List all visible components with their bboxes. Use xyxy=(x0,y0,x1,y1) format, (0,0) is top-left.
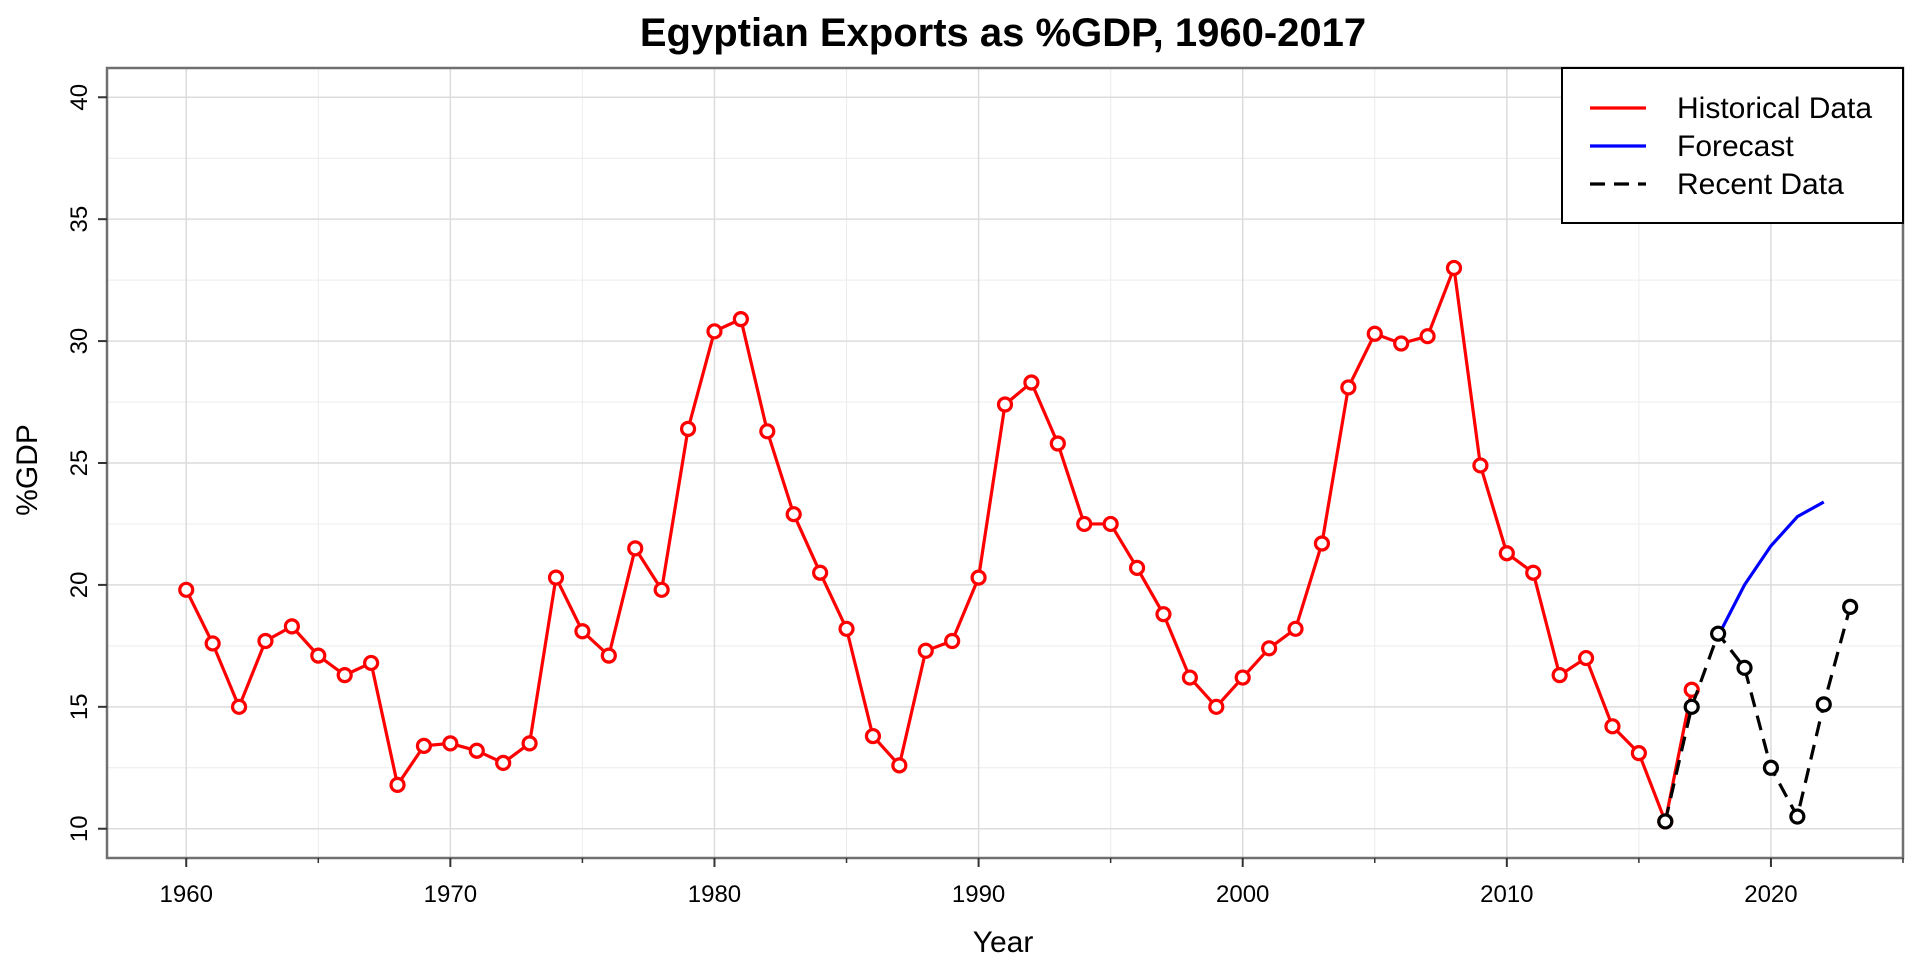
series-layer xyxy=(178,259,1859,830)
data-point xyxy=(495,754,512,772)
axes: 1960 1970 1980 1990 2000 2010 2020 10 15 20 25 30 35… xyxy=(66,84,1904,908)
data-point xyxy=(1683,681,1700,698)
data-point xyxy=(1762,759,1780,776)
data-point xyxy=(283,618,300,635)
data-point xyxy=(1128,559,1146,576)
data-point xyxy=(1445,259,1463,277)
x-tick-label: 1970 xyxy=(424,881,477,908)
data-point xyxy=(1815,696,1832,713)
data-point xyxy=(1525,564,1542,581)
x-tick-label: 1980 xyxy=(688,881,741,908)
x-tick-label: 1960 xyxy=(160,881,213,908)
y-axis-label: %GDP xyxy=(11,424,44,516)
legend-label: Forecast xyxy=(1677,130,1794,163)
data-point xyxy=(759,423,776,440)
series-line-forecast xyxy=(1716,500,1825,637)
data-point xyxy=(1340,379,1357,396)
y-tick-label: 15 xyxy=(66,693,93,720)
series-line-historical-data xyxy=(184,266,1694,824)
x-tick-label: 2000 xyxy=(1216,881,1269,908)
data-point xyxy=(970,569,987,586)
legend: Historical Data Forecast Recent Data xyxy=(1561,67,1904,224)
x-tick-label: 2010 xyxy=(1480,881,1533,908)
data-point xyxy=(1498,545,1515,562)
data-point xyxy=(1261,640,1278,657)
data-point xyxy=(1393,335,1410,352)
data-point xyxy=(679,420,697,437)
y-tick-label: 20 xyxy=(66,572,93,599)
data-point xyxy=(1842,598,1859,615)
data-point xyxy=(468,742,485,759)
legend-label: Recent Data xyxy=(1677,168,1844,201)
data-point xyxy=(442,735,459,752)
data-point xyxy=(521,735,538,752)
y-tick-label: 25 xyxy=(66,450,93,477)
data-point xyxy=(178,581,195,598)
data-point xyxy=(547,569,565,586)
data-point xyxy=(230,698,248,715)
y-tick-label: 30 xyxy=(66,328,93,355)
y-tick-label: 35 xyxy=(66,206,93,233)
data-point xyxy=(706,323,723,340)
data-point xyxy=(363,654,380,672)
x-axis-label: Year xyxy=(973,926,1034,959)
chart-title: Egyptian Exports as %GDP, 1960-2017 xyxy=(640,11,1366,55)
data-point xyxy=(1366,325,1383,342)
data-point xyxy=(1287,620,1304,637)
data-point xyxy=(1181,669,1198,686)
data-point xyxy=(415,737,433,754)
data-point xyxy=(1710,625,1727,642)
data-point xyxy=(1604,718,1621,735)
data-point xyxy=(1736,659,1753,676)
y-tick-label: 10 xyxy=(66,815,93,842)
data-point xyxy=(653,581,670,598)
data-point xyxy=(812,564,829,581)
data-point xyxy=(627,540,644,557)
y-tick-label: 40 xyxy=(66,84,93,111)
data-point xyxy=(204,635,221,652)
data-point xyxy=(1577,649,1595,667)
data-point xyxy=(1789,808,1806,825)
series-line-recent-data xyxy=(1663,606,1852,822)
data-point xyxy=(1076,515,1093,533)
data-point xyxy=(389,776,406,793)
data-point xyxy=(1234,669,1251,686)
data-point xyxy=(1657,813,1674,830)
data-point xyxy=(944,632,961,650)
data-point xyxy=(1419,328,1436,345)
data-point xyxy=(310,647,327,664)
data-point xyxy=(1472,457,1489,474)
data-point xyxy=(1102,515,1119,533)
data-point xyxy=(1551,667,1568,684)
data-point xyxy=(1049,435,1066,452)
data-point xyxy=(336,667,353,684)
data-point xyxy=(1208,698,1225,715)
data-point xyxy=(996,396,1014,413)
data-point xyxy=(891,757,908,774)
data-point xyxy=(1023,374,1040,391)
data-point xyxy=(864,727,882,745)
x-tick-label: 2020 xyxy=(1744,881,1797,908)
data-point xyxy=(1683,698,1700,715)
data-point xyxy=(1313,535,1331,552)
data-point xyxy=(785,506,802,523)
data-point xyxy=(732,311,749,328)
legend-label: Historical Data xyxy=(1677,92,1872,125)
data-point xyxy=(257,632,274,650)
data-point xyxy=(600,647,617,664)
data-point xyxy=(917,642,934,659)
data-point xyxy=(1155,606,1172,623)
data-point xyxy=(1630,745,1647,762)
data-point xyxy=(838,620,855,637)
data-point xyxy=(574,623,591,640)
x-tick-label: 1990 xyxy=(952,881,1005,908)
